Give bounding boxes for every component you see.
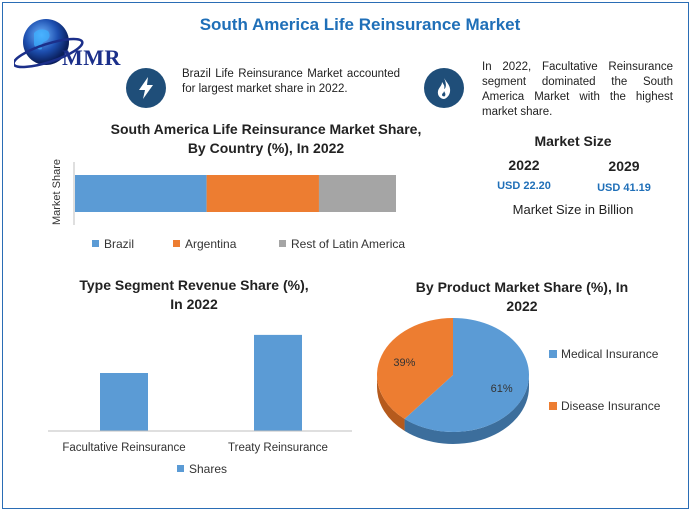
country-share-chart: Market Share Brazil Argentina Rest of Lati…: [51, 159, 405, 251]
bar-rest-of-latin-america: [318, 175, 396, 212]
legend-label-shares: Shares: [189, 462, 227, 476]
logo-text: MMR: [62, 45, 121, 70]
type-segment-chart: Facultative Reinsurance Treaty Reinsuranc…: [48, 334, 352, 476]
pie-slice-medical-insurance: [404, 318, 529, 432]
bar-argentina: [206, 175, 319, 212]
product-chart-title-line2: 2022: [506, 298, 538, 314]
legend-swatch-shares: [177, 465, 184, 472]
type-chart-title: Type Segment Revenue Share (%), In 2022: [58, 276, 330, 314]
market-size-value-2022: USD 22.20: [497, 180, 551, 192]
legend-swatch-disease-insurance: [549, 402, 557, 410]
category-label-facultative-reinsurance: Facultative Reinsurance: [62, 442, 185, 454]
country-chart-title: South America Life Reinsurance Market Sh…: [86, 120, 446, 158]
country-chart-title-line1: South America Life Reinsurance Market Sh…: [110, 121, 422, 137]
info-brazil-text: Brazil Life Reinsurance Market accounted…: [182, 68, 400, 95]
product-chart-title-line1: By Product Market Share (%), In: [415, 279, 629, 295]
pie-side-disease-insurance: [377, 375, 405, 431]
market-size-heading: Market Size: [534, 133, 612, 149]
pie-slice-disease-insurance: [377, 318, 453, 419]
legend-swatch-argentina: [173, 240, 180, 247]
bar-brazil: [75, 175, 207, 212]
legend-label-brazil: Brazil: [104, 237, 134, 251]
market-size-year-2022: 2022: [508, 157, 540, 173]
pie-side-medical-insurance: [404, 375, 529, 444]
type-chart-title-line2: In 2022: [170, 296, 218, 312]
pie-label-disease-insurance: 39%: [393, 357, 415, 369]
country-chart-title-line2: By Country (%), In 2022: [187, 140, 345, 156]
info-facultative-text: In 2022, Facultative Reinsurance segment…: [482, 61, 673, 118]
country-chart-ylabel: Market Share: [51, 159, 63, 225]
bar-treaty-reinsurance: [254, 334, 302, 431]
product-chart-title: By Product Market Share (%), In 2022: [386, 278, 658, 316]
market-size-year-2029: 2029: [608, 158, 640, 174]
globe-icon: [12, 19, 84, 69]
legend-label-argentina: Argentina: [185, 237, 237, 251]
market-size-value-2029: USD 41.19: [597, 182, 651, 194]
legend-swatch-brazil: [92, 240, 99, 247]
flame-icon: [424, 68, 464, 108]
legend-label-disease-insurance: Disease Insurance: [561, 399, 661, 413]
legend-label-rest-of-latin-america: Rest of Latin America: [291, 237, 405, 251]
type-chart-title-line1: Type Segment Revenue Share (%),: [79, 277, 309, 293]
legend-swatch-medical-insurance: [549, 350, 557, 358]
market-size-note: Market Size in Billion: [512, 202, 634, 217]
lightning-icon: [126, 68, 166, 108]
pie-label-medical-insurance: 61%: [491, 383, 513, 395]
legend-label-medical-insurance: Medical Insurance: [561, 347, 659, 361]
product-share-chart: 61% 39% Medical Insurance Disease Insuranc…: [377, 318, 661, 444]
page-title: South America Life Reinsurance Market: [199, 15, 521, 34]
mmr-logo: MMR: [12, 15, 144, 75]
infographic-frame: [2, 2, 689, 509]
legend-swatch-rest-of-latin-america: [279, 240, 286, 247]
category-label-treaty-reinsurance: Treaty Reinsurance: [228, 442, 328, 454]
bar-facultative-reinsurance: [100, 373, 148, 431]
